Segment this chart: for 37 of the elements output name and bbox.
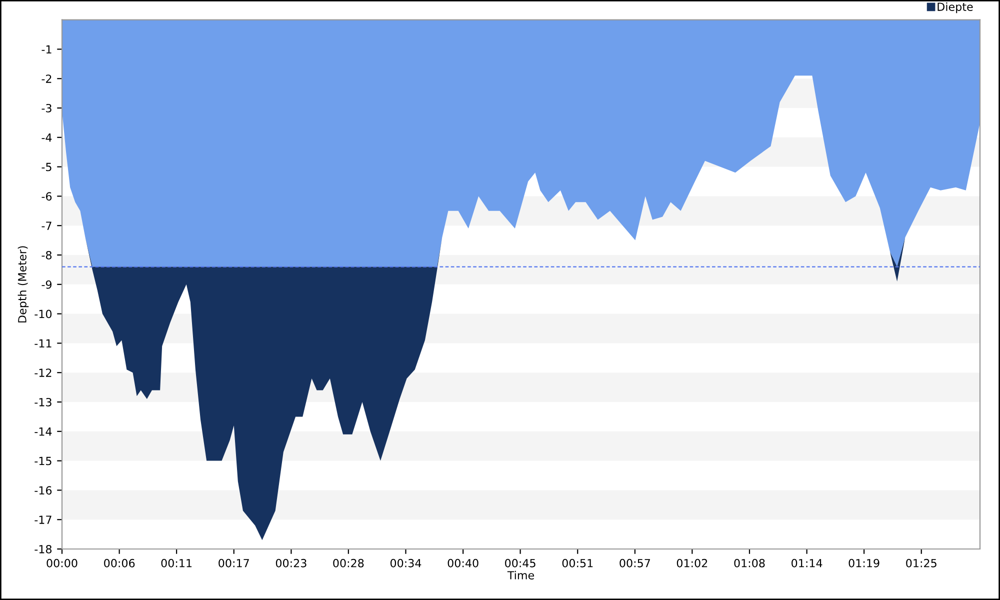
x-tick-label: 00:11 (161, 558, 192, 568)
x-tick-label: 00:28 (333, 558, 364, 568)
y-tick-label: -18 (34, 544, 52, 554)
x-tick-label: 01:08 (734, 558, 765, 568)
x-tick-label: 00:34 (390, 558, 422, 568)
x-tick-label: 00:40 (448, 558, 478, 568)
x-tick-label: 00:45 (505, 558, 536, 568)
y-axis-title: Depth (Meter) (18, 246, 29, 322)
x-axis-title: Time (507, 570, 534, 580)
y-tick-label: -4 (42, 134, 52, 142)
y-tick-label: -11 (34, 339, 52, 348)
y-tick-label: -14 (34, 428, 52, 436)
x-tick-label: 01:14 (792, 558, 822, 568)
y-tick-label: -15 (34, 456, 52, 466)
y-tick-label: -10 (34, 310, 52, 318)
y-tick-label: -13 (34, 398, 52, 406)
x-tick-label: 00:00 (46, 558, 78, 568)
y-tick-label: -5 (42, 162, 52, 172)
x-tick-label: 00:57 (620, 558, 650, 568)
x-tick-label: 00:06 (104, 558, 135, 568)
y-tick-label: -9 (42, 280, 52, 289)
x-tick-label: 00:51 (562, 558, 593, 568)
y-tick-label: -8 (42, 250, 52, 260)
y-tick-label: -1 (42, 45, 52, 54)
x-tick-label: 01:19 (848, 558, 880, 568)
y-tick-label: -16 (34, 486, 52, 495)
x-tick-label: 01:02 (676, 558, 708, 568)
y-tick-label: -17 (34, 516, 52, 524)
y-tick-label: -7 (42, 222, 52, 230)
y-tick-label: -6 (42, 192, 52, 201)
y-tick-label: -2 (42, 74, 52, 83)
x-tick-label: 00:17 (218, 558, 249, 568)
x-tick-label: 00:23 (276, 558, 306, 568)
legend-label: Diepte (938, 2, 973, 14)
y-tick-label: -12 (34, 368, 52, 377)
x-tick-label: 01:25 (906, 558, 936, 568)
y-tick-label: -3 (42, 104, 52, 112)
